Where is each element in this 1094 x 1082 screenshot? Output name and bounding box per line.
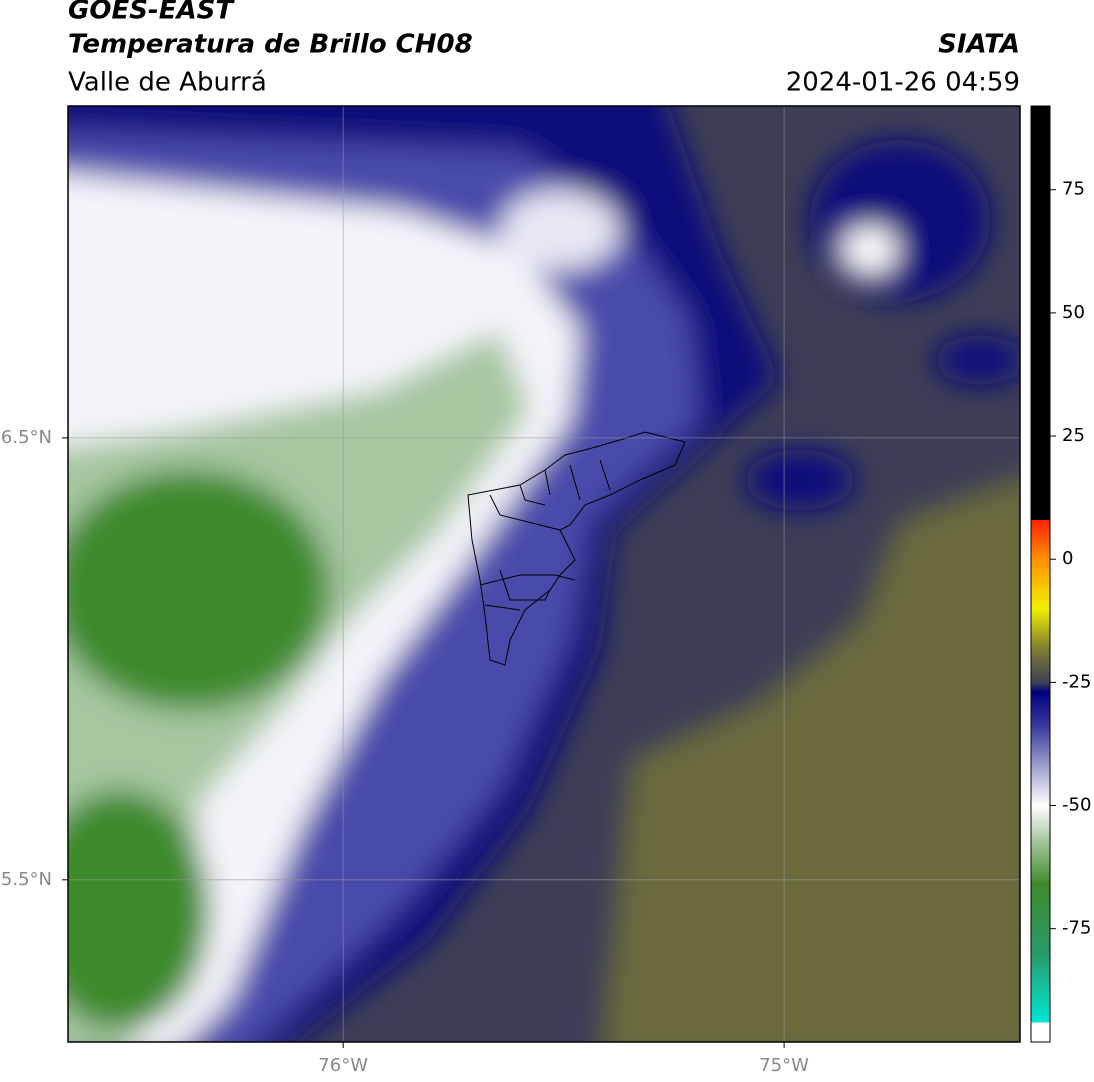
map-grid: 76°W 75°W 6.5°N 5.5°N <box>1 106 1020 1076</box>
x-tick-label: 75°W <box>759 1055 809 1076</box>
colorbar-ticks: 75 50 25 0 -25 -50 -75 <box>1050 179 1091 939</box>
title: GOES-EAST <box>68 0 235 26</box>
colorbar-tick-label: 0 <box>1062 548 1073 569</box>
colorbar <box>1030 105 1051 1043</box>
municipal-boundaries <box>467 431 686 666</box>
source: SIATA <box>938 30 1020 60</box>
y-tick-label: 5.5°N <box>1 869 52 890</box>
satellite-image <box>68 106 1020 1042</box>
x-tick-label: 76°W <box>318 1055 368 1076</box>
colorbar-tick-label: -75 <box>1062 918 1091 939</box>
colorbar-tick-label: 75 <box>1062 179 1085 200</box>
region: Valle de Aburrá <box>68 68 267 98</box>
map-frame <box>67 105 1021 1043</box>
y-tick-label: 6.5°N <box>1 427 52 448</box>
colorbar-tick-label: -50 <box>1062 795 1091 816</box>
colorbar-tick-label: 50 <box>1062 302 1085 323</box>
colorbar-tick-label: -25 <box>1062 671 1091 692</box>
subtitle: Temperatura de Brillo CH08 <box>68 30 473 60</box>
colorbar-tick-label: 25 <box>1062 425 1085 446</box>
datetime: 2024-01-26 04:59 <box>786 68 1020 98</box>
